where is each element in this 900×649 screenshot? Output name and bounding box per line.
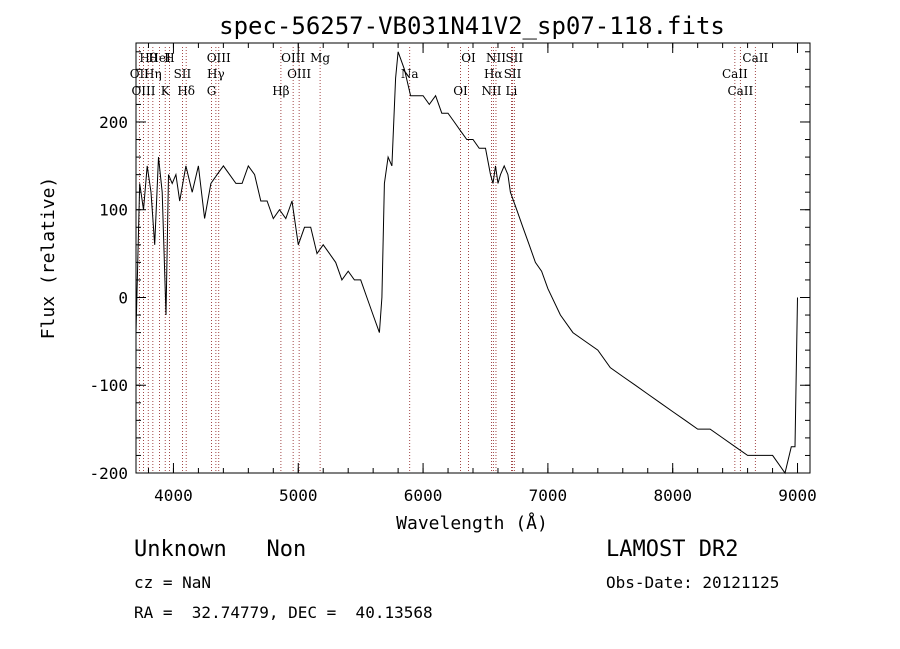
line-label: Hη xyxy=(144,67,162,81)
survey-label: LAMOST DR2 xyxy=(606,537,739,562)
plot-frame xyxy=(135,42,811,474)
line-label: OIII xyxy=(207,51,231,65)
class-text: Unknown Non xyxy=(134,537,307,562)
x-tick-label: 8000 xyxy=(653,486,692,505)
x-tick-label: 4000 xyxy=(154,486,193,505)
spectrum-series-line xyxy=(135,51,798,475)
line-label: SII xyxy=(504,67,522,81)
y-tick-label: -200 xyxy=(89,464,128,483)
line-label: CaII xyxy=(722,67,748,81)
line-label: SII xyxy=(505,51,523,65)
x-tick-label: 7000 xyxy=(529,486,568,505)
line-label: Hδ xyxy=(177,84,195,98)
line-label: CaII xyxy=(742,51,768,65)
line-markers xyxy=(138,47,756,473)
line-label: Hβ xyxy=(272,84,289,98)
x-axis-label: Wavelength (Å) xyxy=(396,512,548,534)
line-label: OI xyxy=(453,84,468,98)
obs-date: Obs-Date: 20121125 xyxy=(606,573,780,592)
line-label: Hα xyxy=(484,67,503,81)
line-label: OI xyxy=(461,51,476,65)
line-label: SII xyxy=(174,67,192,81)
line-label: Mg xyxy=(310,51,330,65)
line-label: H xyxy=(164,51,174,65)
line-label: Hγ xyxy=(207,67,225,81)
x-tick-label: 5000 xyxy=(279,486,318,505)
line-label: HeI xyxy=(148,51,171,65)
line-label: NII xyxy=(481,84,501,98)
line-label: G xyxy=(207,84,217,98)
y-axis: -200 -100 0 100 200 xyxy=(89,51,810,483)
coordinates: RA = 32.74779, DEC = 40.13568 xyxy=(134,603,433,622)
y-tick-label: 100 xyxy=(99,201,128,220)
y-tick-label: 200 xyxy=(99,113,128,132)
x-tick-label: 6000 xyxy=(404,486,443,505)
line-label: OIII xyxy=(131,84,155,98)
x-tick-label: 9000 xyxy=(778,486,817,505)
line-label: K xyxy=(161,84,171,98)
cz-value: cz = NaN xyxy=(134,573,212,592)
line-label: Li xyxy=(506,84,518,98)
line-label: OII xyxy=(130,67,150,81)
y-tick-label: -100 xyxy=(89,376,128,395)
line-label: CaII xyxy=(727,84,753,98)
line-labels: HθOIIOIIIHeIHηKHSIIHδOIIIHγGOIIIOIIIHβMg… xyxy=(130,51,769,98)
y-tick-label: 0 xyxy=(118,288,128,307)
line-label: OIII xyxy=(287,67,311,81)
line-label: NII xyxy=(486,51,506,65)
line-label: OIII xyxy=(281,51,305,65)
chart-title: spec-56257-VB031N41V2_sp07-118.fits xyxy=(219,12,725,40)
x-axis: 4000 5000 6000 7000 8000 9000 xyxy=(147,43,817,505)
line-label: Hθ xyxy=(139,51,157,65)
line-label: Na xyxy=(401,67,419,81)
y-axis-label: Flux (relative) xyxy=(38,177,59,340)
